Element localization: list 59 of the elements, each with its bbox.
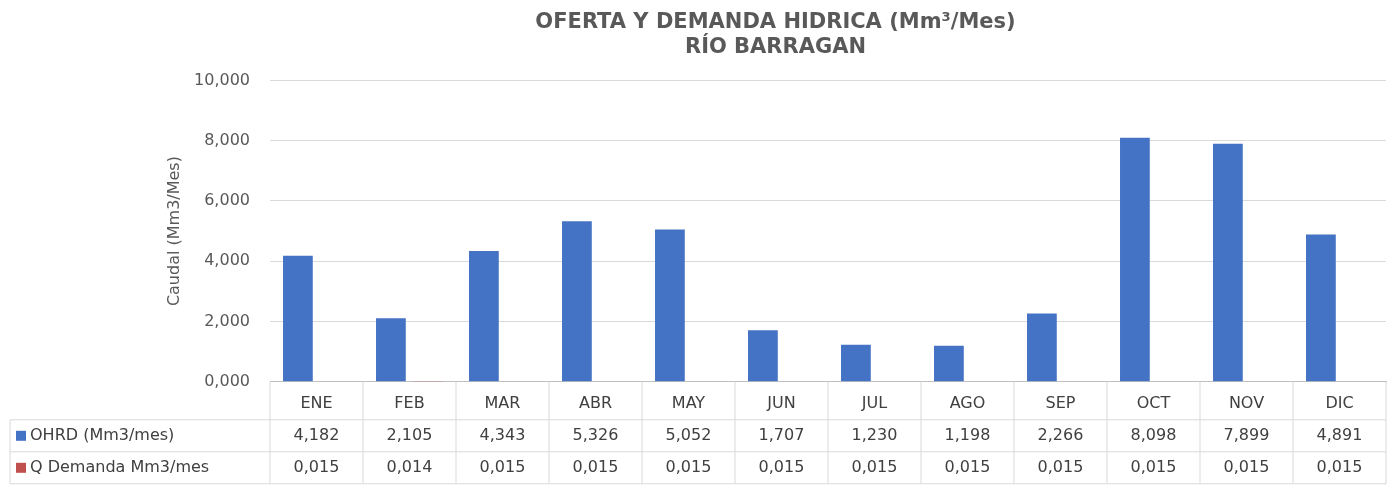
bar [655,229,685,382]
data-label: 0,014 [386,456,433,476]
x-tick-label: JUN [766,392,796,412]
data-label: 0,015 [293,456,340,476]
bar [376,318,406,382]
data-label: 0,015 [1130,456,1177,476]
x-tick-label: JUL [860,392,888,412]
data-label: 0,015 [944,456,991,476]
x-tick-label: SEP [1045,392,1076,412]
data-label: 5,326 [572,424,619,444]
x-tick-label: AGO [949,392,986,412]
bar [748,330,778,382]
y-tick-label: 2,000 [204,310,250,330]
x-tick-label: DIC [1325,392,1354,412]
x-tick-label: OCT [1136,392,1171,412]
bar [1027,313,1057,382]
x-tick-label: NOV [1228,392,1265,412]
data-label: 4,343 [479,424,526,444]
data-label: 0,015 [1037,456,1084,476]
data-label: 0,015 [1223,456,1270,476]
data-label: 1,707 [758,424,805,444]
y-tick-label: 0,000 [204,370,250,390]
legend-label: Q Demanda Mm3/mes [30,456,210,476]
data-label: 4,891 [1316,424,1363,444]
data-label: 0,015 [1316,456,1363,476]
data-label: 1,198 [944,424,991,444]
x-tick-label: FEB [394,392,425,412]
data-label: 0,015 [851,456,898,476]
y-tick-label: 8,000 [204,129,250,149]
data-label: 1,230 [851,424,898,444]
data-label: 2,105 [386,424,433,444]
bar [1306,234,1336,382]
bar [562,221,592,382]
x-tick-label: ABR [578,392,613,412]
data-label: 2,266 [1037,424,1084,444]
x-tick-label: MAR [484,392,521,412]
data-label: 4,182 [293,424,340,444]
bar [1213,143,1243,382]
data-label: 7,899 [1223,424,1270,444]
legend-label: OHRD (Mm3/mes) [30,424,175,444]
bar [283,255,313,382]
chart-subtitle: RÍO BARRAGAN [684,33,867,59]
bar [841,344,871,382]
bar [469,250,499,382]
data-label: 5,052 [665,424,712,444]
data-label: 0,015 [572,456,619,476]
x-tick-label: ENE [300,392,333,412]
bar [1120,137,1150,382]
data-label: 0,015 [665,456,712,476]
y-tick-label: 10,000 [194,69,250,89]
data-label: 8,098 [1130,424,1177,444]
bar [934,345,964,382]
y-tick-label: 6,000 [204,190,250,210]
y-axis-title: Caudal (Mm3/Mes) [163,156,183,307]
data-label: 0,015 [758,456,805,476]
data-label: 0,015 [479,456,526,476]
chart-title: OFERTA Y DEMANDA HIDRICA (Mm³/Mes) [535,9,1016,34]
y-tick-label: 4,000 [204,250,250,270]
x-tick-label: MAY [671,392,706,412]
